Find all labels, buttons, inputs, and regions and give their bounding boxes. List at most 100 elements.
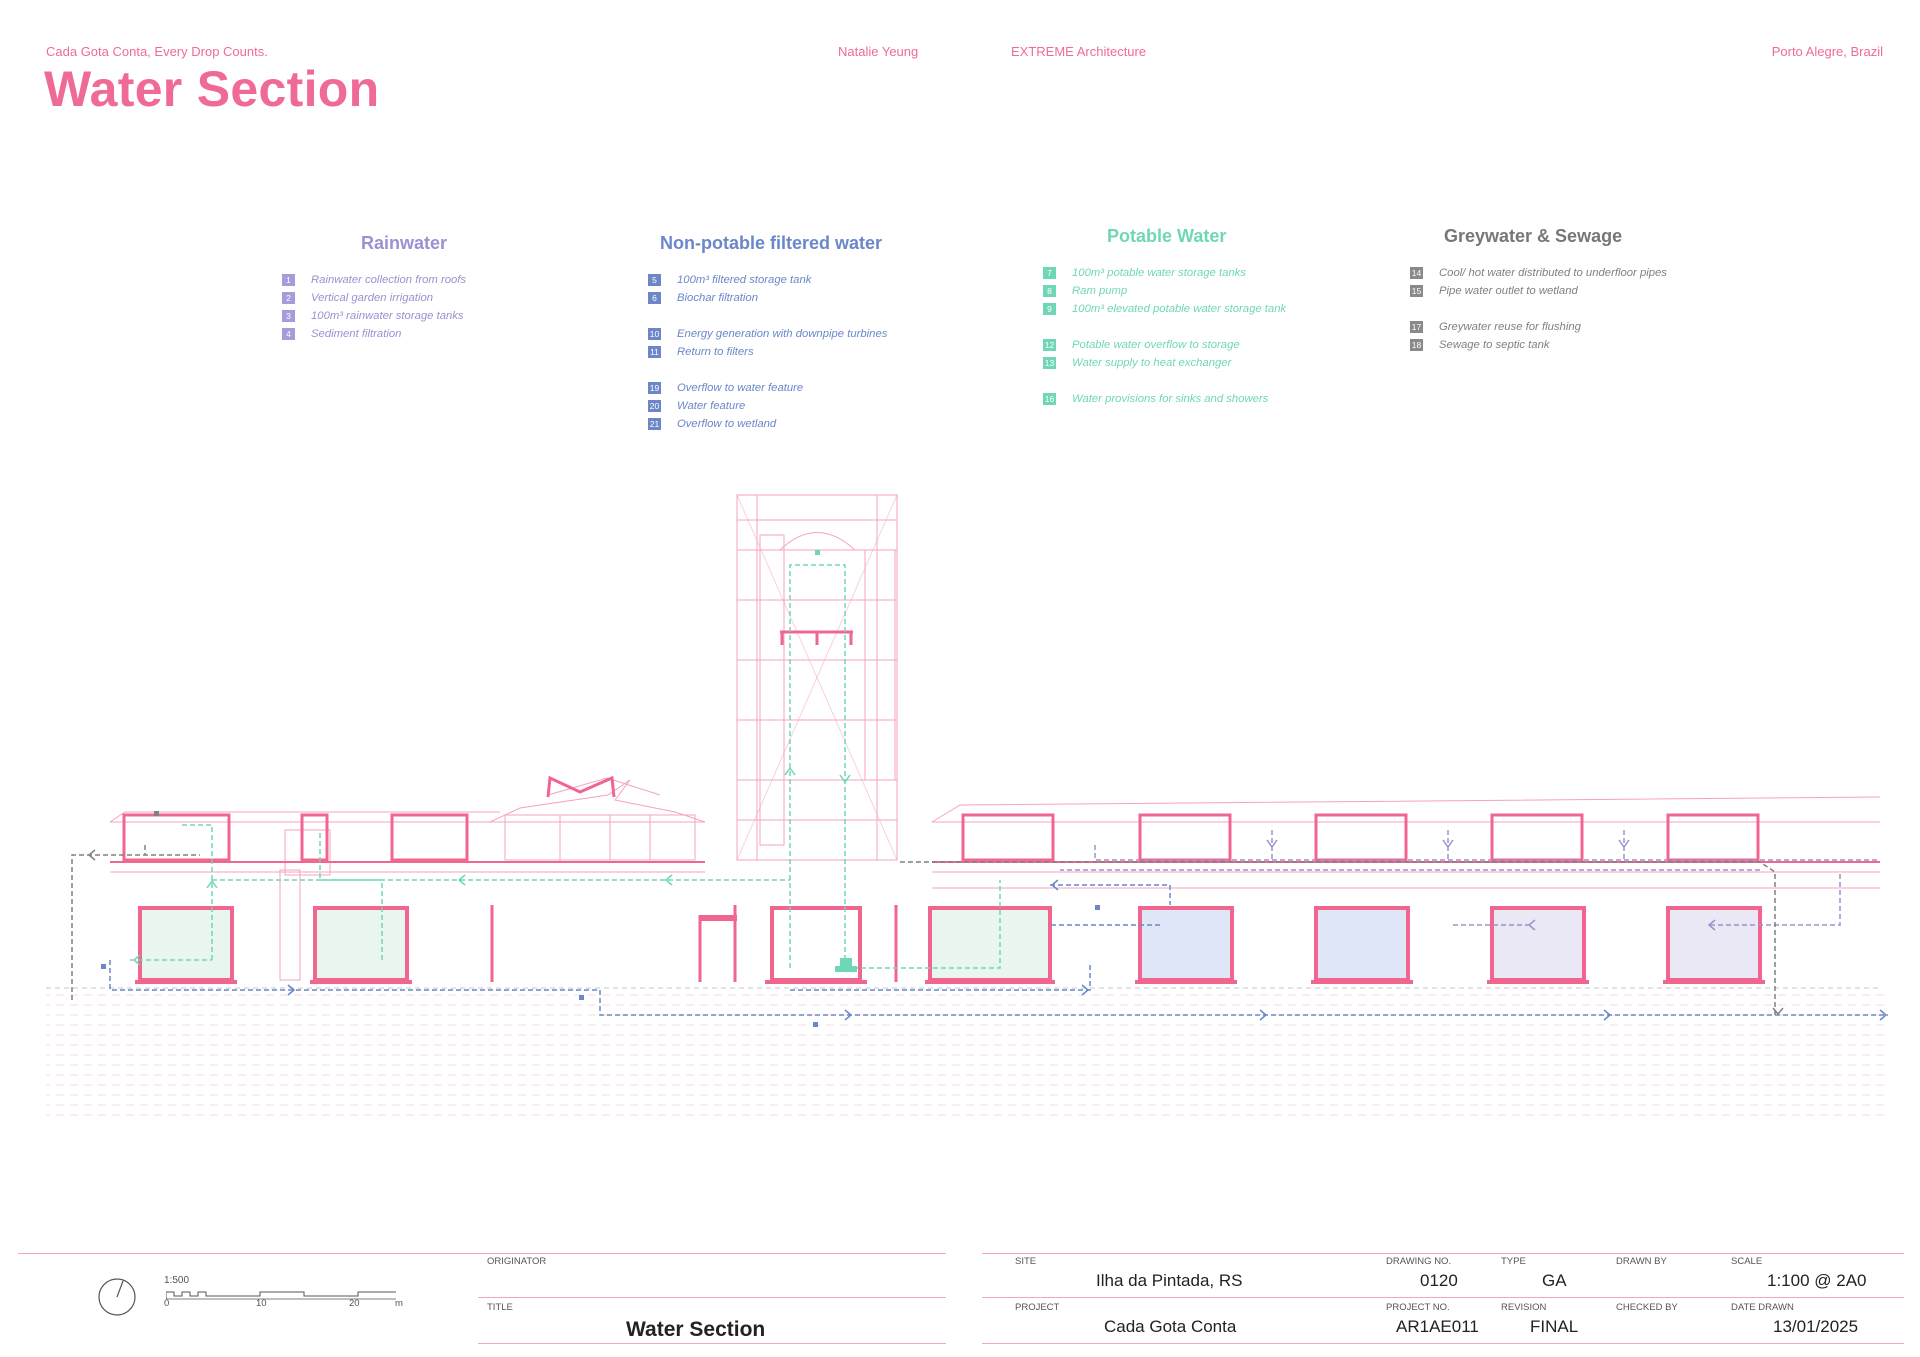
legend-item-text: Water provisions for sinks and showers: [1072, 393, 1269, 405]
legend-item-text: Rainwater collection from roofs: [311, 274, 467, 286]
rainwater-pipes: [1060, 830, 1880, 926]
legend-number-badge: 17: [1410, 321, 1423, 333]
legend-title-potable: Potable Water: [1107, 226, 1227, 246]
legend-item-text: Potable water overflow to storage: [1072, 339, 1240, 351]
title-label: TITLE: [487, 1302, 513, 1313]
legend-item-text: Pipe water outlet to wetland: [1439, 285, 1578, 297]
office-name: EXTREME Architecture: [1011, 44, 1147, 59]
page-title: Water Section: [44, 61, 380, 117]
legend-item: 14 Cool/ hot water distributed to underfl…: [1410, 264, 1667, 282]
legend-number-badge: 3: [282, 310, 295, 322]
legend-number-badge: 19: [648, 382, 661, 394]
legend-number-badge: 12: [1043, 339, 1056, 351]
legend-item: 17 Greywater reuse for flushing: [1410, 318, 1667, 336]
potable-water-pipes: [130, 564, 1001, 969]
scalebar-tick-20: 20: [349, 1298, 360, 1309]
legend-item-text: Biochar filtration: [677, 292, 758, 304]
legend-number-badge: 1: [282, 274, 295, 286]
legend-item: 7 100m³ potable water storage tanks: [1043, 264, 1286, 282]
legend-item: 19 Overflow to water feature: [648, 379, 887, 397]
legend-item-text: Greywater reuse for flushing: [1439, 321, 1581, 333]
legend-item: 9 100m³ elevated potable water storage ta…: [1043, 300, 1286, 318]
legend-item: 6 Biochar filtration: [648, 289, 887, 307]
scale-value: 1:100 @ 2A0: [1767, 1271, 1867, 1290]
scale-label: SCALE: [1731, 1256, 1763, 1267]
drawing-no-value: 0120: [1420, 1271, 1458, 1290]
site-value: Ilha da Pintada, RS: [1096, 1271, 1243, 1290]
project-label: PROJECT: [1015, 1302, 1060, 1313]
legend-list-nonpotable: 5 100m³ filtered storage tank 6 Biochar fil…: [648, 271, 887, 433]
legend-number-badge: 5: [648, 274, 661, 286]
originator-label: ORIGINATOR: [487, 1256, 547, 1267]
section-markers: [101, 550, 1100, 1027]
titleblock-top-line-left: [18, 1253, 946, 1254]
legend-title-greywater: Greywater & Sewage: [1444, 226, 1623, 246]
legend-number-badge: 8: [1043, 285, 1056, 297]
legend-item-text: 100m³ elevated potable water storage tan…: [1072, 303, 1287, 315]
legend-item-text: Vertical garden irrigation: [311, 292, 434, 304]
legend-number-badge: 6: [648, 292, 661, 304]
left-building-pink: [110, 775, 705, 863]
nonpotable-pipes: [109, 884, 1888, 1016]
project-tagline: Cada Gota Conta, Every Drop Counts.: [46, 44, 268, 59]
legend-item: 10 Energy generation with downpipe turbin…: [648, 325, 887, 343]
legend-number-badge: 2: [282, 292, 295, 304]
project-no-value: AR1AE011: [1396, 1317, 1479, 1336]
legend-number-badge: 16: [1043, 393, 1056, 405]
revision-label: REVISION: [1501, 1302, 1547, 1313]
storage-tanks: [138, 906, 1762, 982]
checked-by-label: CHECKED BY: [1616, 1302, 1678, 1313]
legend-number-badge: 4: [282, 328, 295, 340]
flow-arrows: [87, 766, 1888, 1021]
legend-item-text: 100m³ filtered storage tank: [677, 274, 812, 286]
legend-number-badge: 9: [1043, 303, 1056, 315]
legend-item-text: 100m³ rainwater storage tanks: [311, 310, 464, 322]
legend-item: 1 Rainwater collection from roofs: [282, 271, 466, 289]
legend-item: 16 Water provisions for sinks and showers: [1043, 390, 1286, 408]
water-section-drawing: [46, 494, 1888, 1120]
legend-item-text: Energy generation with downpipe turbines: [677, 328, 888, 340]
legend-item: 15 Pipe water outlet to wetland: [1410, 282, 1667, 300]
scalebar-graphic: [166, 1291, 396, 1300]
legend-item: 18 Sewage to septic tank: [1410, 336, 1667, 354]
legend-item-text: 100m³ potable water storage tanks: [1072, 267, 1246, 279]
legend-item: 3 100m³ rainwater storage tanks: [282, 307, 466, 325]
location-name: Porto Alegre, Brazil: [1771, 44, 1883, 59]
legend-number-badge: 13: [1043, 357, 1056, 369]
legend-item-text: Overflow to wetland: [677, 418, 777, 430]
legend-item: 4 Sediment filtration: [282, 325, 466, 343]
drawing-no-label: DRAWING NO.: [1386, 1256, 1452, 1267]
legend-number-badge: 15: [1410, 285, 1423, 297]
legend-number-badge: 10: [648, 328, 661, 340]
titleblock-bottom-line-left: [478, 1343, 946, 1344]
legend-number-badge: 11: [648, 346, 661, 358]
legend-number-badge: 21: [648, 418, 661, 430]
legend-number-badge: 14: [1410, 267, 1423, 279]
legend-item: 12 Potable water overflow to storage: [1043, 336, 1286, 354]
legend-list-potable: 7 100m³ potable water storage tanks 8 Ram p…: [1043, 264, 1286, 408]
legend-number-badge: 20: [648, 400, 661, 412]
type-value: GA: [1542, 1271, 1567, 1290]
legend-item-text: Overflow to water feature: [677, 382, 804, 394]
date-drawn-value: 13/01/2025: [1773, 1317, 1859, 1336]
north-arrow-icon: [98, 1278, 136, 1316]
scalebar-tick-unit: m: [395, 1298, 403, 1309]
date-drawn-label: DATE DRAWN: [1731, 1302, 1794, 1313]
titleblock-title: Water Section: [626, 1318, 766, 1341]
legend-item-text: Sediment filtration: [311, 328, 402, 340]
potable-water-pump: [835, 958, 857, 972]
titleblock-mid-line-right: [982, 1297, 1904, 1298]
legend-title-nonpotable: Non-potable filtered water: [660, 233, 883, 253]
legend-item: 11 Return to filters: [648, 343, 887, 361]
project-no-label: PROJECT NO.: [1386, 1302, 1450, 1313]
legend-item: 20 Water feature: [648, 397, 887, 415]
drawn-by-label: DRAWN BY: [1616, 1256, 1667, 1267]
legend-item: 2 Vertical garden irrigation: [282, 289, 466, 307]
project-value: Cada Gota Conta: [1104, 1317, 1237, 1336]
legend-item-text: Return to filters: [677, 346, 754, 358]
titleblock-top-line-right: [982, 1253, 1904, 1254]
greywater-pipes: [71, 845, 1776, 1015]
legend-number-badge: 18: [1410, 339, 1423, 351]
legend-item-text: Ram pump: [1072, 285, 1128, 297]
legend-item: 21 Overflow to wetland: [648, 415, 887, 433]
